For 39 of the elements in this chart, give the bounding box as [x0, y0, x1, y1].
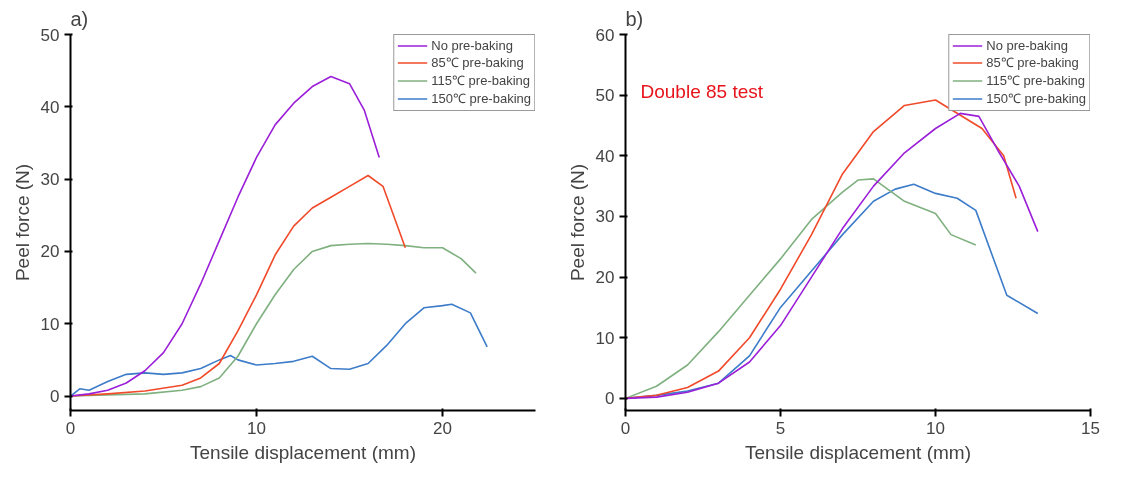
x-axis-title: Tensile displacement (mm): [190, 441, 416, 463]
y-tick-label: 0: [50, 387, 60, 407]
legend-label: No pre-baking: [431, 38, 513, 53]
y-tick-label: 60: [595, 25, 615, 45]
legend-label: 115℃ pre-baking: [986, 72, 1086, 89]
legend-label: No pre-baking: [986, 38, 1068, 53]
y-tick-label: 20: [595, 268, 615, 288]
y-tick-label: 40: [595, 146, 615, 166]
legend-label: 85℃ pre-baking: [431, 54, 524, 71]
x-tick-label: 0: [620, 418, 631, 438]
y-tick-label: 0: [605, 389, 615, 409]
chart-title: b): [625, 7, 644, 30]
y-axis-title: Peel force (N): [566, 163, 588, 282]
x-axis-title: Tensile displacement (mm): [745, 441, 971, 463]
x-tick-label: 20: [433, 418, 452, 438]
x-tick-label: 5: [775, 418, 786, 438]
y-tick-label: 50: [40, 25, 60, 45]
line-series: [625, 178, 977, 400]
legend-label: 85℃ pre-baking: [986, 54, 1079, 71]
legend-label: 150℃ pre-baking: [986, 90, 1086, 107]
line-series: [70, 75, 381, 397]
y-tick-label: 40: [40, 97, 60, 117]
x-tick-label: 10: [247, 418, 266, 438]
y-tick-label: 10: [40, 314, 60, 334]
y-tick-label: 30: [595, 207, 615, 227]
y-axis-title: Peel force (N): [11, 163, 33, 282]
chart-title: a): [70, 7, 89, 30]
line-series: [70, 303, 488, 397]
legend-label: 150℃ pre-baking: [431, 90, 531, 107]
y-tick-label: 20: [40, 242, 60, 262]
x-tick-label: 10: [926, 418, 945, 438]
x-tick-label: 0: [65, 418, 76, 438]
y-tick-label: 10: [595, 328, 615, 348]
y-tick-label: 50: [595, 86, 615, 106]
annotation: Double 85 test: [640, 80, 764, 102]
legend-label: 115℃ pre-baking: [431, 72, 531, 89]
y-tick-label: 30: [40, 170, 60, 190]
x-tick-label: 15: [1081, 418, 1100, 438]
line-series: [70, 174, 407, 397]
